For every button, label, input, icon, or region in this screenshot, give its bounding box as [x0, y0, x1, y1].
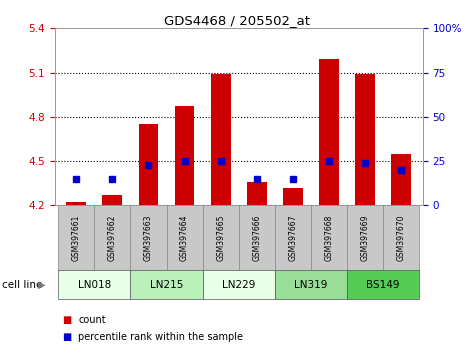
Text: GSM397665: GSM397665 — [216, 215, 225, 261]
Bar — [203, 205, 239, 271]
Text: ▶: ▶ — [38, 280, 46, 290]
Text: BS149: BS149 — [366, 280, 400, 290]
Text: cell line: cell line — [2, 280, 43, 290]
Bar — [247, 182, 266, 205]
Text: count: count — [78, 315, 106, 325]
Bar — [275, 205, 311, 271]
Text: GSM397668: GSM397668 — [324, 215, 333, 261]
Bar — [275, 270, 347, 299]
Text: GSM397662: GSM397662 — [108, 215, 117, 261]
Bar — [203, 270, 275, 299]
Text: LN229: LN229 — [222, 280, 256, 290]
Text: LN215: LN215 — [150, 280, 183, 290]
Bar — [175, 107, 194, 205]
Bar — [103, 195, 122, 205]
Bar — [211, 74, 230, 205]
Text: GSM397669: GSM397669 — [361, 215, 370, 261]
Bar — [283, 188, 303, 205]
Bar — [383, 205, 419, 271]
Bar — [131, 270, 203, 299]
Text: ■: ■ — [62, 332, 71, 342]
Bar — [95, 205, 131, 271]
Bar — [347, 270, 419, 299]
Bar — [58, 205, 95, 271]
Text: GSM397666: GSM397666 — [252, 215, 261, 261]
Bar — [131, 205, 167, 271]
Text: GSM397667: GSM397667 — [288, 215, 297, 261]
Text: GSM397670: GSM397670 — [397, 215, 406, 261]
Text: LN018: LN018 — [78, 280, 111, 290]
Bar — [58, 270, 131, 299]
Text: GDS4468 / 205502_at: GDS4468 / 205502_at — [164, 14, 311, 27]
Bar — [139, 124, 158, 205]
Text: GSM397663: GSM397663 — [144, 215, 153, 261]
Bar — [66, 202, 86, 205]
Text: GSM397661: GSM397661 — [72, 215, 81, 261]
Bar — [355, 74, 375, 205]
Bar — [347, 205, 383, 271]
Text: ■: ■ — [62, 315, 71, 325]
Bar — [239, 205, 275, 271]
Text: GSM397664: GSM397664 — [180, 215, 189, 261]
Bar — [319, 59, 339, 205]
Text: percentile rank within the sample: percentile rank within the sample — [78, 332, 243, 342]
Bar — [311, 205, 347, 271]
Text: LN319: LN319 — [294, 280, 328, 290]
Bar — [391, 154, 411, 205]
Bar — [167, 205, 203, 271]
